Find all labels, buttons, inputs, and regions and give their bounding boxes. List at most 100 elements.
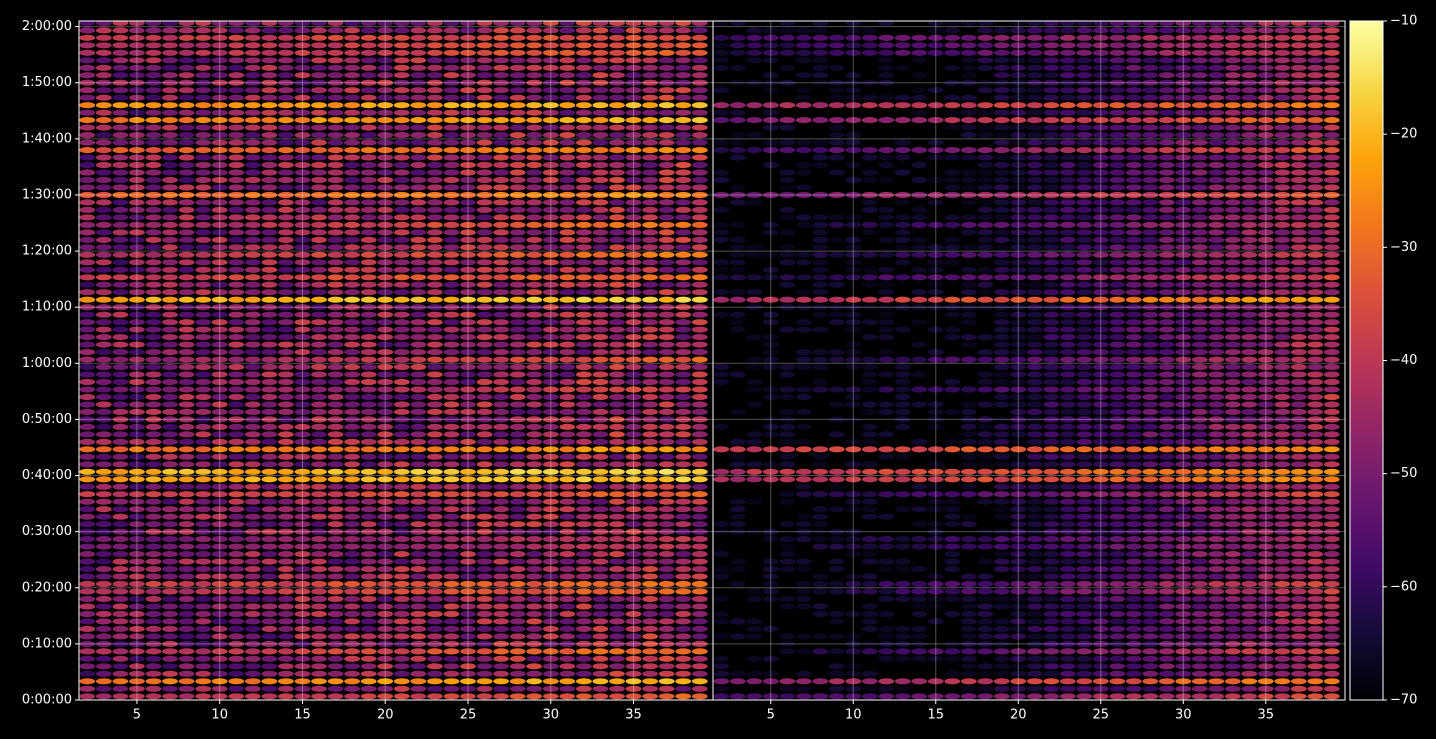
heatmap-cell <box>162 184 178 191</box>
heatmap-cell <box>526 446 543 453</box>
heatmap-cell <box>658 356 675 363</box>
heatmap-cell <box>609 483 625 490</box>
heatmap-cell <box>112 393 129 401</box>
heatmap-cell <box>625 685 642 692</box>
heatmap-cell <box>327 139 344 146</box>
heatmap-cell <box>1307 491 1324 498</box>
heatmap-cell <box>691 221 708 228</box>
heatmap-cell <box>79 161 96 169</box>
heatmap-cell <box>576 72 592 79</box>
heatmap-cell <box>1290 595 1307 603</box>
heatmap-cell <box>427 491 443 498</box>
heatmap-cell <box>1076 595 1093 603</box>
heatmap-cell <box>609 603 625 610</box>
heatmap-cell <box>691 244 708 251</box>
heatmap-cell <box>95 431 112 438</box>
heatmap-cell <box>311 655 327 662</box>
heatmap-cell <box>460 438 476 445</box>
heatmap-cell <box>609 393 625 401</box>
heatmap-cell <box>443 87 460 94</box>
heatmap-cell <box>460 236 476 243</box>
heatmap-cell <box>95 94 112 101</box>
heatmap-cell <box>410 64 427 71</box>
heatmap-cell <box>559 536 576 543</box>
heatmap-cell <box>658 558 675 565</box>
heatmap-cell <box>1175 528 1192 535</box>
heatmap-cell <box>1208 610 1225 618</box>
heatmap-cell <box>576 244 592 251</box>
heatmap-cell <box>1059 483 1076 490</box>
heatmap-cell <box>1092 386 1109 393</box>
heatmap-cell <box>476 491 493 498</box>
heatmap-cell <box>311 625 327 633</box>
heatmap-cell <box>1109 393 1126 401</box>
heatmap-cell <box>993 693 1010 700</box>
heatmap-cell <box>691 685 708 692</box>
heatmap-cell <box>828 670 845 677</box>
heatmap-cell <box>95 21 112 26</box>
heatmap-cell <box>311 483 327 490</box>
heatmap-cell <box>960 573 977 580</box>
heatmap-cell <box>360 109 377 116</box>
heatmap-cell <box>642 34 658 41</box>
heatmap-cell <box>344 438 360 445</box>
heatmap-cell <box>162 49 178 56</box>
heatmap-cell <box>476 551 493 558</box>
heatmap-cell <box>294 311 311 318</box>
heatmap-cell <box>509 169 526 176</box>
heatmap-cell <box>1257 416 1274 423</box>
heatmap-cell <box>592 117 609 124</box>
heatmap-cell <box>960 670 977 677</box>
heatmap-cell <box>1010 685 1027 692</box>
heatmap-cell <box>509 244 526 251</box>
heatmap-cell <box>311 378 327 386</box>
heatmap-cell <box>211 296 228 303</box>
heatmap-cell <box>845 393 862 401</box>
heatmap-cell <box>360 124 377 131</box>
heatmap-cell <box>1026 536 1043 543</box>
heatmap-cell <box>559 206 576 213</box>
heatmap-cell <box>476 633 493 640</box>
heatmap-cell <box>1026 633 1043 640</box>
heatmap-cell <box>129 640 145 648</box>
heatmap-cell <box>393 543 410 550</box>
heatmap-cell <box>559 416 576 423</box>
heatmap-cell <box>393 431 410 438</box>
heatmap-cell <box>95 244 112 251</box>
heatmap-cell <box>559 393 576 401</box>
heatmap-cell <box>95 670 112 677</box>
heatmap-cell <box>476 580 493 588</box>
heatmap-cell <box>228 378 245 386</box>
heatmap-cell <box>178 423 195 430</box>
heatmap-cell <box>625 266 642 273</box>
heatmap-cell <box>1109 648 1126 655</box>
heatmap-cell <box>927 573 944 580</box>
heatmap-cell <box>691 610 708 618</box>
heatmap-cell <box>1208 461 1225 468</box>
heatmap-cell <box>1125 453 1142 460</box>
heatmap-cell <box>1158 625 1175 633</box>
heatmap-cell <box>278 378 294 386</box>
heatmap-cell <box>278 184 294 191</box>
heatmap-cell <box>1208 536 1225 543</box>
heatmap-cell <box>261 498 278 505</box>
heatmap-cell <box>410 117 427 124</box>
heatmap-cell <box>393 94 410 101</box>
heatmap-cell <box>493 566 509 573</box>
heatmap-cell <box>393 72 410 79</box>
heatmap-cell <box>691 543 708 550</box>
heatmap-cell <box>393 640 410 648</box>
heatmap-cell <box>129 378 145 386</box>
heatmap-cell <box>927 648 944 655</box>
heatmap-cell <box>1274 551 1291 558</box>
heatmap-cell <box>1142 378 1159 386</box>
heatmap-cell <box>559 408 576 415</box>
heatmap-cell <box>261 304 278 311</box>
heatmap-cell <box>129 633 145 640</box>
heatmap-cell <box>1290 640 1307 648</box>
heatmap-cell <box>609 154 625 161</box>
heatmap-cell <box>1010 386 1027 393</box>
heatmap-cell <box>1175 356 1192 363</box>
heatmap-cell <box>278 176 294 184</box>
x-tick-label: 25 <box>460 708 477 723</box>
